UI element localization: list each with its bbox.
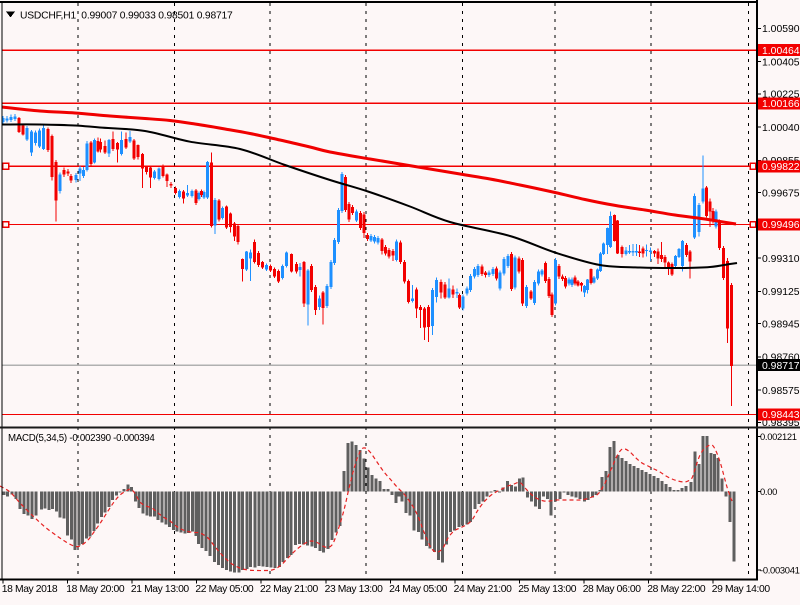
svg-text:0.98443: 0.98443 (762, 410, 800, 421)
svg-text:22 May 21:00: 22 May 21:00 (260, 584, 319, 595)
svg-text:0.99125: 0.99125 (762, 287, 800, 298)
svg-text:0.98395: 0.98395 (762, 418, 800, 429)
svg-text:25 May 13:00: 25 May 13:00 (518, 584, 577, 595)
svg-text:1.00464: 1.00464 (762, 46, 800, 57)
svg-text:0.98945: 0.98945 (762, 319, 800, 330)
svg-text:18 May 2018: 18 May 2018 (2, 584, 58, 595)
svg-text:28 May 06:00: 28 May 06:00 (583, 584, 642, 595)
svg-text:28 May 22:00: 28 May 22:00 (647, 584, 706, 595)
svg-text:0.99675: 0.99675 (762, 188, 800, 199)
svg-text:22 May 05:00: 22 May 05:00 (195, 584, 254, 595)
svg-text:18 May 20:00: 18 May 20:00 (66, 584, 125, 595)
svg-text:1.00166: 1.00166 (762, 99, 800, 110)
svg-text:MACD(5,34,5) -0.002390 -0.0003: MACD(5,34,5) -0.002390 -0.000394 (8, 433, 155, 444)
svg-text:0.99310: 0.99310 (762, 254, 800, 265)
svg-text:23 May 13:00: 23 May 13:00 (325, 584, 384, 595)
svg-text:0.98575: 0.98575 (762, 386, 800, 397)
svg-text:0.002121: 0.002121 (760, 431, 797, 442)
svg-text:29 May 14:00: 29 May 14:00 (712, 584, 771, 595)
svg-text:24 May 21:00: 24 May 21:00 (454, 584, 513, 595)
svg-text:0.99496: 0.99496 (762, 220, 800, 231)
svg-text:1.00040: 1.00040 (762, 123, 800, 134)
svg-text:0.98760: 0.98760 (762, 353, 800, 364)
svg-text:24 May 05:00: 24 May 05:00 (389, 584, 448, 595)
svg-text:1.00225: 1.00225 (762, 90, 800, 101)
svg-text:0.00: 0.00 (760, 486, 777, 497)
svg-text:1.00405: 1.00405 (762, 57, 800, 68)
svg-text:0.99822: 0.99822 (762, 162, 800, 173)
svg-text:21 May 13:00: 21 May 13:00 (131, 584, 190, 595)
svg-text:0.98717: 0.98717 (762, 361, 800, 372)
svg-text:1.00590: 1.00590 (762, 24, 800, 35)
svg-text:-0.003041: -0.003041 (760, 564, 800, 575)
svg-text:USDCHF,H1 0.99007 0.99033 0.9: USDCHF,H1 0.99007 0.99033 0.98501 0.9871… (20, 11, 233, 22)
